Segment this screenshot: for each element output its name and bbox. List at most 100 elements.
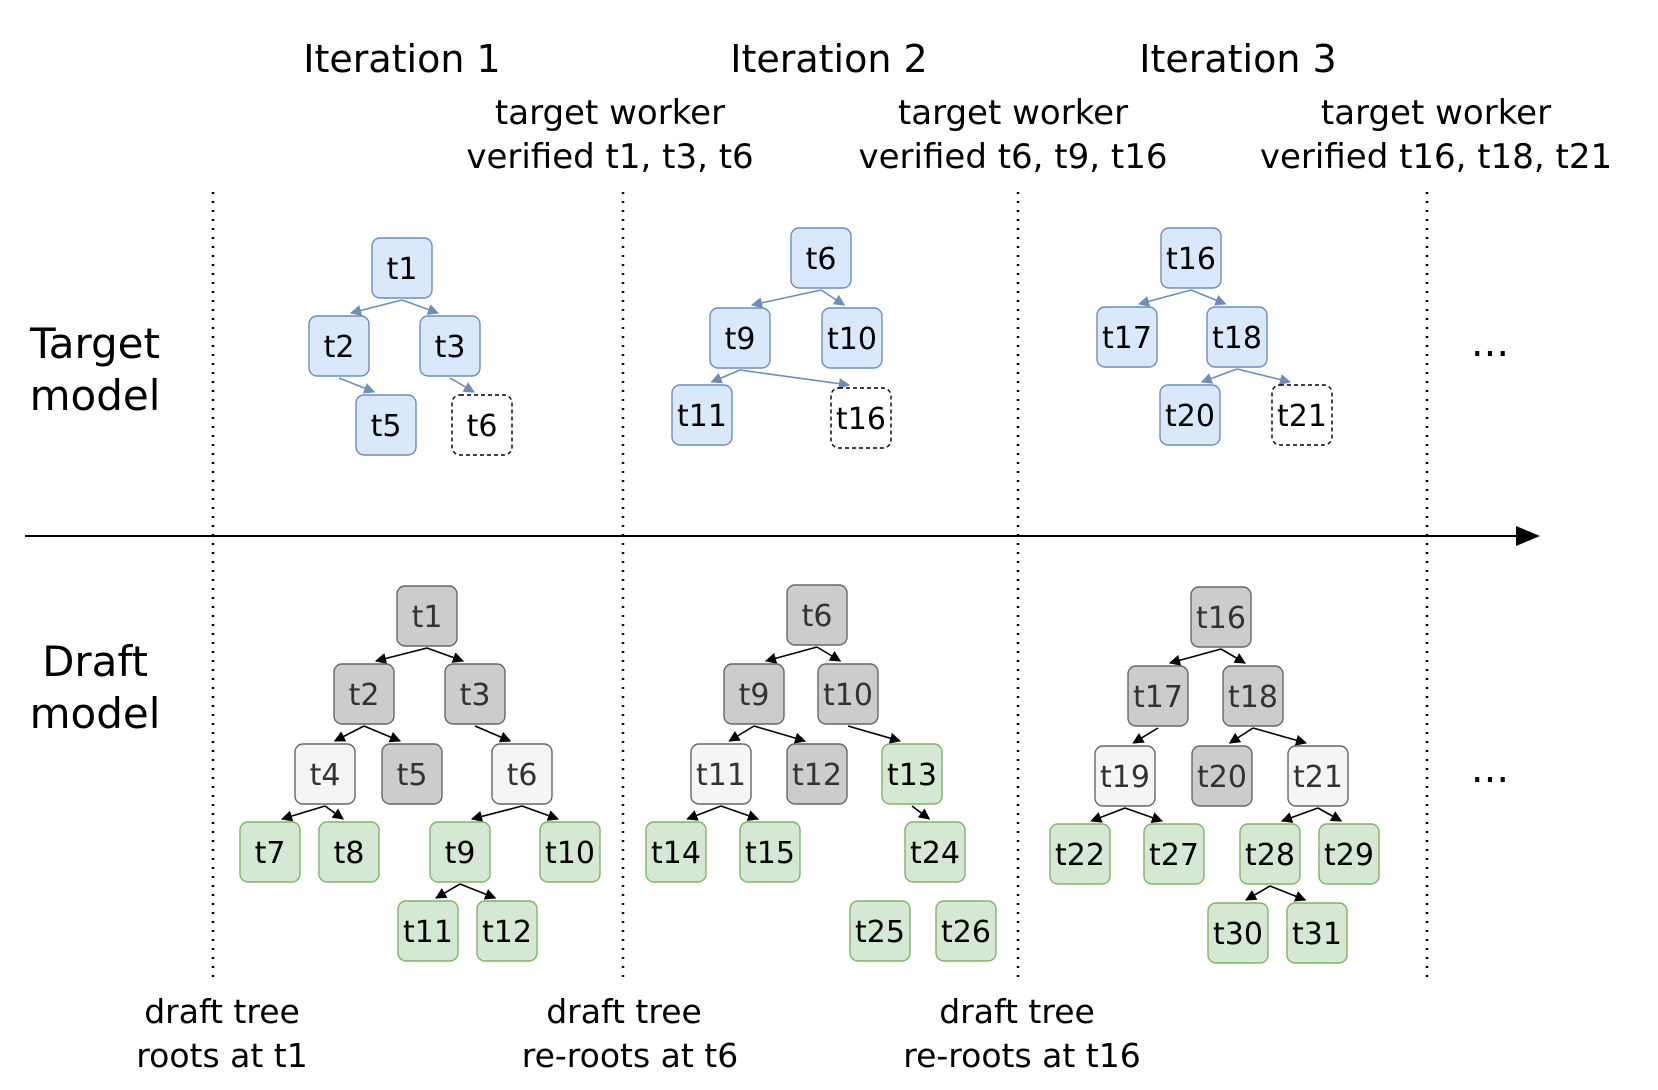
draft-tree-2-edge-t11-t15 [720, 805, 760, 821]
target-tree-2-node-t6: t6 [790, 227, 852, 289]
target-tree-1-node-t2: t2 [308, 315, 370, 377]
iteration-3-verified-line2: verified t16, t18, t21 [1260, 137, 1612, 177]
node-box [476, 900, 538, 962]
draft-ellipsis: ... [1471, 746, 1509, 792]
draft-model-label-line2: model [30, 689, 161, 738]
target-tree-1-node-t5: t5 [355, 394, 417, 456]
node-label: t9 [725, 322, 756, 357]
node-label: t8 [334, 836, 365, 871]
target-tree-3-edge-t16-t18 [1190, 289, 1227, 306]
node-label: t5 [371, 409, 402, 444]
node-box [1207, 902, 1269, 964]
target-tree-1-node-t3: t3 [419, 315, 481, 377]
tree-edges [280, 289, 1343, 902]
node-label: t31 [1292, 917, 1342, 952]
node-label: t6 [802, 599, 833, 634]
draft-tree-2-edge-t11-t14 [686, 805, 722, 821]
node-label: t4 [310, 758, 341, 793]
node-label: t25 [855, 915, 905, 950]
node-label: t1 [412, 600, 443, 635]
node-label: t12 [482, 915, 532, 950]
draft-tree-1-node-t2: t2 [333, 663, 395, 725]
target-tree-2-edge-t6-t10 [820, 289, 846, 306]
iteration-1-verified-line1: target worker [495, 93, 725, 133]
draft-tree-1-node-t3: t3 [444, 663, 506, 725]
node-box [355, 394, 417, 456]
draft-tree-2-node-t26: t26 [935, 900, 997, 962]
node-label: t12 [792, 758, 842, 793]
draft-tree-3-node-t22: t22 [1049, 823, 1111, 885]
target-tree-2-edge-t9-t11 [710, 369, 741, 384]
target-tree-3-node-t17: t17 [1096, 306, 1158, 368]
node-box [1287, 745, 1349, 807]
draft-tree-3-node-t31: t31 [1286, 902, 1348, 964]
node-label: t10 [545, 836, 595, 871]
draft-tree-3-node-t21: t21 [1287, 745, 1349, 807]
draft-tree-3-node-t16: t16 [1190, 586, 1252, 648]
target-tree-2-node-t10: t10 [821, 307, 883, 369]
draft-tree-2-node-t24: t24 [904, 821, 966, 883]
draft-tree-2-node-t10: t10 [817, 663, 879, 725]
draft-tree-1-node-t11: t11 [397, 900, 459, 962]
draft-tree-3-edge-t21-t29 [1317, 807, 1343, 822]
iteration-3-title: Iteration 3 [1139, 37, 1336, 81]
node-box [381, 743, 443, 805]
target-tree-1-edge-t3-t6 [449, 377, 475, 393]
draft-tree-1-edge-t3-t6 [474, 725, 512, 743]
node-label: t11 [403, 915, 453, 950]
node-label: t16 [836, 402, 886, 437]
draft-tree-3-edge-t18-t21 [1252, 727, 1308, 746]
draft-tree-3-node-t18: t18 [1222, 665, 1284, 727]
iteration-3-verified-line1: target worker [1321, 93, 1551, 133]
iteration-1-verified-line2: verified t1, t3, t6 [466, 137, 753, 177]
node-label: t1 [387, 252, 418, 287]
iteration-3-caption-line1: draft tree [939, 992, 1095, 1031]
node-label: t30 [1213, 917, 1263, 952]
target-tree-2-node-t9: t9 [709, 307, 771, 369]
node-label: t5 [397, 758, 428, 793]
draft-tree-2-node-t13: t13 [881, 743, 943, 805]
node-label: t13 [887, 758, 937, 793]
node-box [1206, 306, 1268, 368]
node-box [451, 394, 513, 456]
node-label: t20 [1197, 760, 1247, 795]
target-tree-3-node-t16: t16 [1160, 227, 1222, 289]
node-box [1271, 384, 1333, 446]
node-label: t20 [1165, 399, 1215, 434]
node-label: t6 [806, 242, 837, 277]
node-label: t14 [651, 836, 701, 871]
draft-tree-3-node-t28: t28 [1239, 823, 1301, 885]
node-box [790, 227, 852, 289]
draft-tree-3-node-t20: t20 [1191, 745, 1253, 807]
node-box [881, 743, 943, 805]
draft-tree-2-edge-t6-t9 [764, 646, 818, 664]
node-box [786, 743, 848, 805]
target-tree-3-edge-t18-t21 [1236, 368, 1292, 386]
node-box [1318, 823, 1380, 885]
node-label: t10 [827, 322, 877, 357]
node-label: t19 [1100, 760, 1150, 795]
node-box [539, 821, 601, 883]
target-tree-2-node-t16: t16 [830, 387, 892, 449]
target-tree-3-node-t21: t21 [1271, 384, 1333, 446]
draft-tree-1-node-t6: t6 [491, 743, 553, 805]
node-box [786, 584, 848, 646]
node-box [671, 384, 733, 446]
draft-tree-1-node-t4: t4 [294, 743, 356, 805]
draft-tree-3-edge-t28-t30 [1245, 885, 1271, 901]
iteration-2-verified-line2: verified t6, t9, t16 [859, 137, 1168, 177]
draft-tree-2-edge-t9-t12 [753, 725, 807, 744]
node-label: t11 [677, 399, 727, 434]
target-tree-2-edge-t9-t16 [739, 369, 851, 390]
draft-tree-3-node-t30: t30 [1207, 902, 1269, 964]
node-label: t16 [1166, 242, 1216, 277]
node-label: t15 [745, 836, 795, 871]
node-label: t29 [1324, 838, 1374, 873]
draft-tree-1-node-t5: t5 [381, 743, 443, 805]
iteration-1-caption-line1: draft tree [144, 992, 300, 1031]
node-box [821, 307, 883, 369]
node-label: t28 [1245, 838, 1295, 873]
iteration-3-caption-line2: re-roots at t16 [903, 1036, 1140, 1075]
draft-tree-2-edge-t6-t10 [816, 646, 842, 662]
node-label: t26 [941, 915, 991, 950]
